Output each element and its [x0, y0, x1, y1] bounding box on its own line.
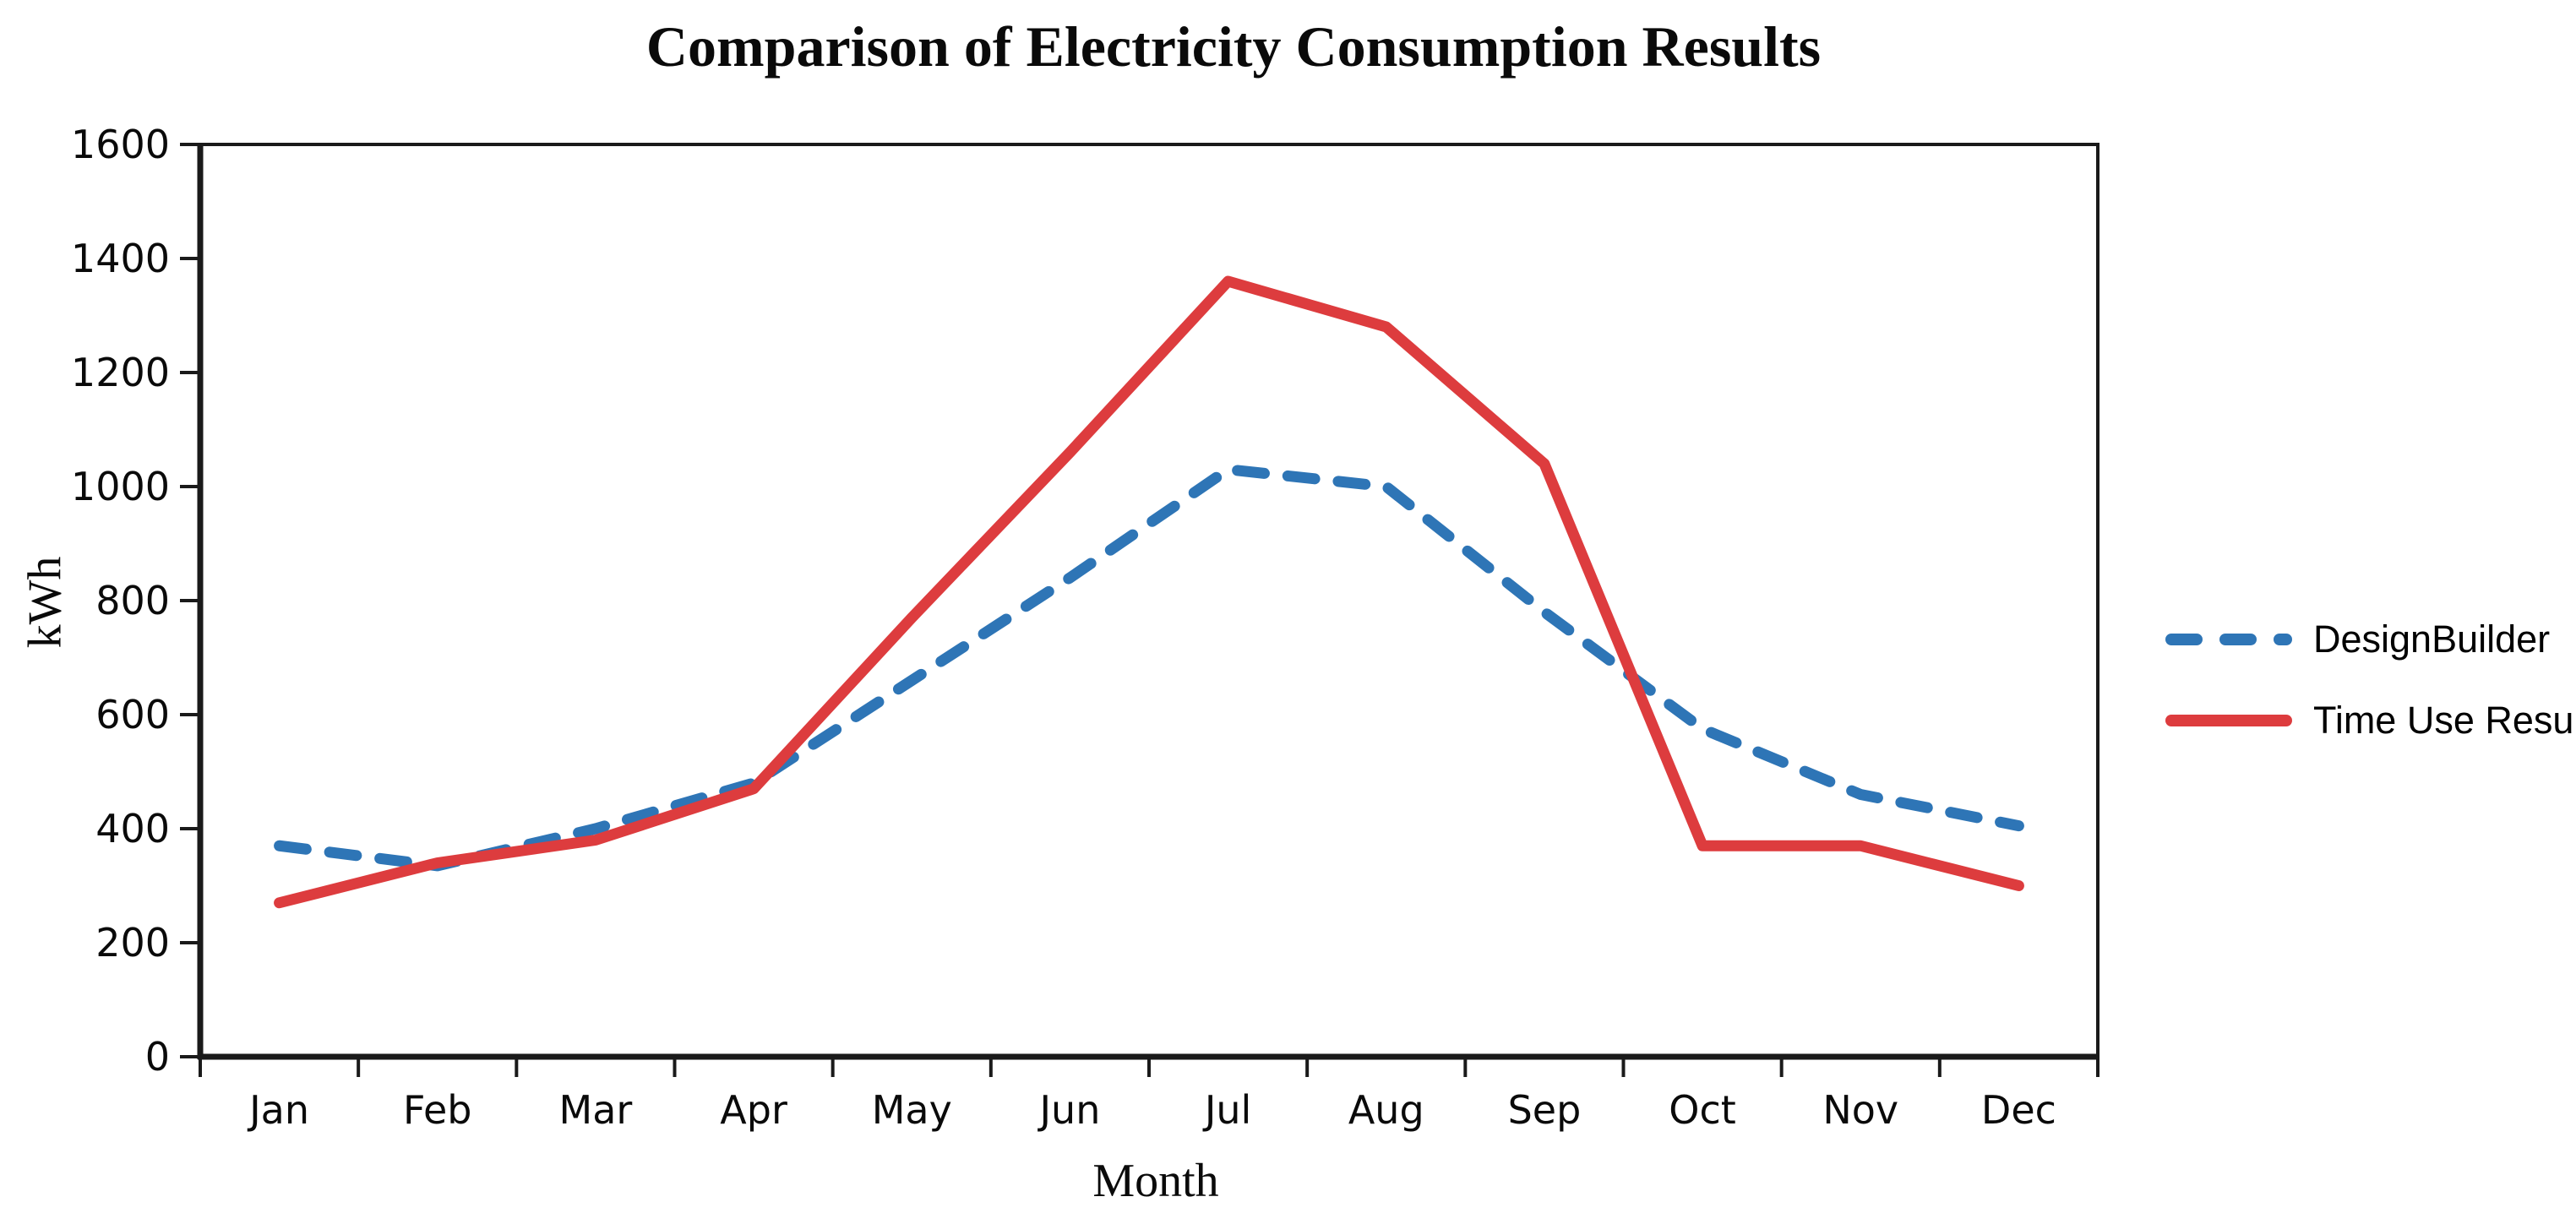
- series-line-designbuilder: [274, 464, 2024, 872]
- x-tick-label: Feb: [403, 1087, 471, 1133]
- legend: DesignBuilder Time Use Result: [2165, 612, 2576, 774]
- plot-border: [199, 143, 2099, 1058]
- x-tick-label: May: [872, 1087, 952, 1133]
- y-tick-label: 800: [95, 578, 170, 623]
- y-tick-label: 400: [95, 806, 170, 851]
- series-line-time-use-result: [274, 275, 2024, 909]
- x-tick-label: Jun: [1037, 1087, 1100, 1133]
- chart-title: Comparison of Electricity Consumption Re…: [645, 14, 1822, 79]
- x-axis-title: Month: [1092, 1155, 1219, 1207]
- x-tick-label: Sep: [1508, 1087, 1582, 1133]
- x-tick-label: Mar: [559, 1087, 633, 1133]
- x-tick-label: Dec: [1981, 1087, 2056, 1133]
- y-tick-label: 0: [145, 1034, 170, 1080]
- legend-item-time-use-result: Time Use Result: [2165, 693, 2576, 748]
- x-tick-label: Nov: [1822, 1087, 1898, 1133]
- y-tick-label: 1000: [71, 464, 170, 509]
- legend-item-designbuilder: DesignBuilder: [2165, 612, 2576, 667]
- x-tick-label: Aug: [1348, 1087, 1424, 1133]
- y-tick-label: 200: [95, 920, 170, 966]
- x-tick-label: Apr: [720, 1087, 787, 1133]
- x-tick-label: Oct: [1669, 1087, 1736, 1133]
- legend-swatch-dashed-line: [2165, 634, 2292, 645]
- y-tick-label: 1200: [71, 350, 170, 395]
- x-tick-label: Jul: [1202, 1087, 1252, 1133]
- legend-swatch-solid-line: [2165, 715, 2292, 726]
- x-tick-label: Jan: [247, 1087, 309, 1133]
- y-tick-label: 1600: [71, 122, 170, 167]
- y-tick-label: 600: [95, 692, 170, 737]
- y-tick-label: 1400: [71, 236, 170, 281]
- legend-label-designbuilder: DesignBuilder: [2313, 617, 2551, 661]
- legend-label-time-use-result: Time Use Result: [2313, 699, 2576, 742]
